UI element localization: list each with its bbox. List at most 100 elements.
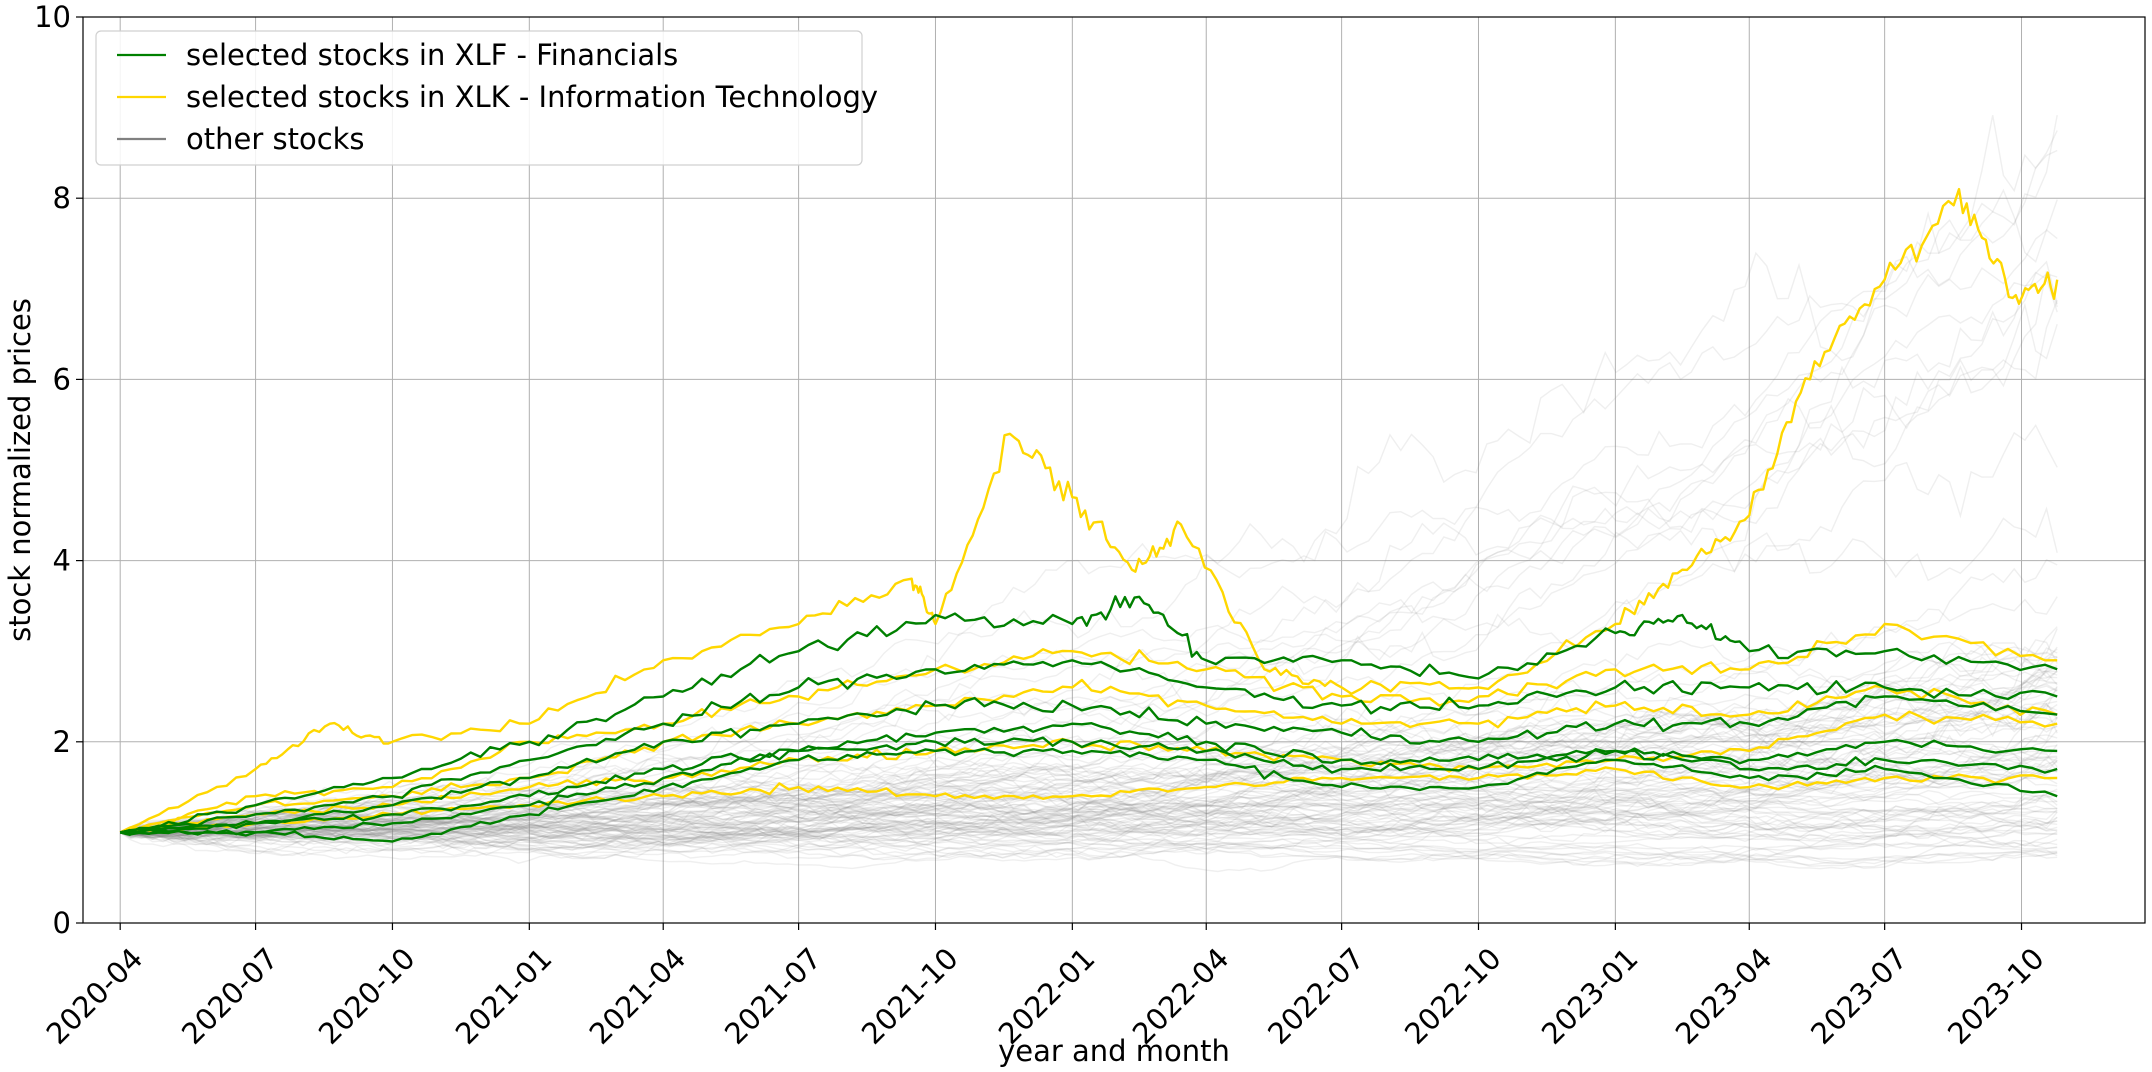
other-stock-line <box>120 670 2058 837</box>
y-tick-label: 4 <box>53 544 71 578</box>
other-stock-line <box>120 777 2058 837</box>
other-stock-line <box>120 757 2058 839</box>
x-tick-label: 2023-01 <box>1535 941 1645 1051</box>
xlk-stock-line <box>119 622 2058 834</box>
y-axis-ticks: 0 2 4 6 8 10 <box>34 0 83 940</box>
other-stock-line <box>120 273 2058 837</box>
other-stock-line <box>120 700 2058 834</box>
other-stock-line <box>119 716 2058 841</box>
other-stock-line <box>120 734 2058 840</box>
xlk-stock-line <box>119 187 2059 834</box>
xlf-stock-line <box>119 595 2058 834</box>
other-stock-line <box>120 656 2058 849</box>
other-stock-line <box>120 769 2058 852</box>
legend-box <box>95 30 863 166</box>
other-stock-line <box>120 750 2058 839</box>
other-stock-line <box>120 646 2058 842</box>
other-stock-line <box>120 831 2058 864</box>
xlf-stock-line <box>119 736 2058 836</box>
legend-label: other stocks <box>186 122 365 156</box>
other-stock-line <box>119 756 2058 843</box>
other-stock-line <box>120 788 2058 854</box>
other-stock-line <box>120 824 2058 873</box>
other-stock-line <box>120 299 2058 839</box>
xlf-stock-line <box>120 694 2058 834</box>
other-stock-line <box>120 188 2058 834</box>
plot-frame <box>82 16 2146 924</box>
other-stock-line <box>120 596 2058 834</box>
other-stock-line <box>119 302 2058 840</box>
other-stock-line <box>120 656 2058 837</box>
other-stock-line <box>119 779 2058 845</box>
other-stock-line <box>120 753 2058 838</box>
other-stock-line <box>119 826 2058 864</box>
other-stock-line <box>119 716 2058 857</box>
other-stock-line <box>120 743 2058 837</box>
other-stock-line <box>120 782 2058 840</box>
other-stock-line <box>120 114 2058 834</box>
y-tick-label: 0 <box>53 906 71 940</box>
x-tick-label: 2023-04 <box>1669 941 1779 1051</box>
other-stock-line <box>120 685 2058 860</box>
other-stock-line <box>120 829 2058 867</box>
x-tick-label: 2023-07 <box>1804 941 1914 1051</box>
y-axis-title: stock normalized prices <box>3 298 37 642</box>
other-stock-line <box>120 799 2058 854</box>
y-tick-label: 8 <box>53 181 71 215</box>
other-stock-line <box>119 660 2058 838</box>
x-tick-label: 2022-07 <box>1261 941 1371 1051</box>
other-stock-line <box>120 790 2058 848</box>
legend: selected stocks in XLF - Financials selec… <box>95 30 878 166</box>
other-stock-line <box>120 787 2058 838</box>
other-stock-line <box>119 795 2058 845</box>
x-tick-label: 2021-04 <box>583 941 693 1051</box>
other-stock-line <box>119 787 2058 859</box>
other-stock-line <box>120 800 2058 852</box>
other-stock-line <box>120 423 2058 836</box>
x-tick-label: 2020-04 <box>40 941 150 1051</box>
y-tick-label: 2 <box>53 725 71 759</box>
x-tick-label: 2021-01 <box>449 941 559 1051</box>
other-stock-line <box>120 716 2058 836</box>
other-stock-line <box>119 815 2058 870</box>
xlk-stock-line <box>120 766 2058 834</box>
plot-background <box>83 17 2145 923</box>
other-stock-line <box>120 735 2058 845</box>
other-stock-line <box>119 756 2058 837</box>
other-stock-line <box>120 755 2058 858</box>
other-stock-line <box>120 769 2058 842</box>
xlk-stock-line <box>119 678 2058 834</box>
other-stock-line <box>120 781 2058 840</box>
legend-label: selected stocks in XLK - Information Tec… <box>186 80 878 114</box>
other-stock-line <box>120 823 2058 865</box>
other-stock-line <box>120 626 2058 836</box>
other-stock-line <box>120 789 2058 854</box>
other-stock-line <box>119 734 2058 850</box>
other-stock-line <box>120 670 2058 835</box>
other-stock-line <box>120 804 2058 841</box>
legend-label: selected stocks in XLF - Financials <box>186 38 678 72</box>
x-tick-label: 2023-10 <box>1941 941 2051 1051</box>
xlf-stock-line <box>119 747 2058 843</box>
y-tick-label: 10 <box>34 0 71 34</box>
x-axis-title: year and month <box>998 1034 1230 1068</box>
grid-lines <box>83 16 2145 924</box>
xlf-stock-line <box>119 722 2058 836</box>
other-stock-line <box>120 807 2058 840</box>
selected-stocks-lines <box>119 187 2059 843</box>
other-stock-line <box>120 828 2058 866</box>
other-stock-line <box>120 820 2058 852</box>
xlf-stock-line <box>120 659 2058 834</box>
other-stock-line <box>120 790 2058 850</box>
other-stock-line <box>120 754 2058 851</box>
x-tick-label: 2021-07 <box>718 941 828 1051</box>
x-tick-label: 2020-10 <box>312 941 422 1051</box>
other-stock-line <box>120 688 2058 834</box>
other-stock-line <box>119 761 2058 834</box>
other-stock-line <box>119 695 2058 842</box>
other-stock-line <box>120 674 2058 836</box>
x-tick-label: 2020-07 <box>175 941 285 1051</box>
x-tick-label: 2021-10 <box>855 941 965 1051</box>
other-stock-line <box>120 670 2058 835</box>
